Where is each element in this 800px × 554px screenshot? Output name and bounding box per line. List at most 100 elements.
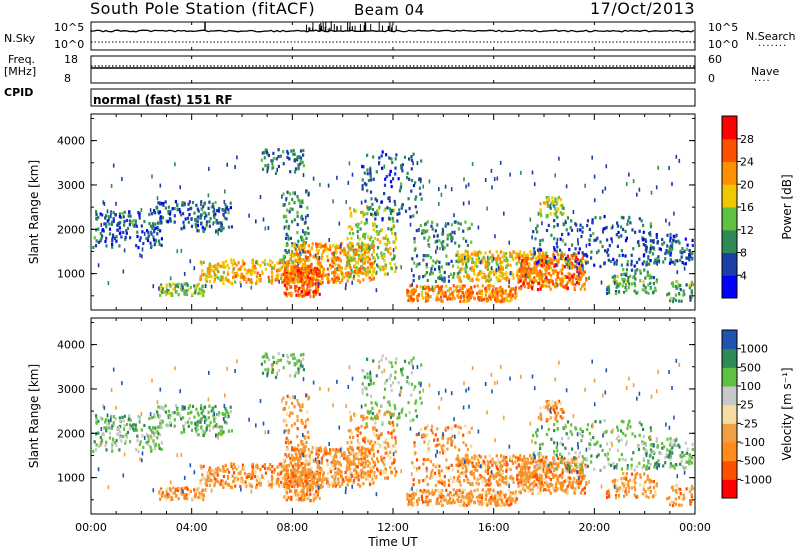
data-cell — [347, 225, 350, 229]
data-cell — [310, 273, 313, 277]
data-cell — [546, 267, 549, 271]
data-cell — [575, 253, 578, 257]
data-cell — [302, 490, 305, 494]
data-cell — [409, 222, 412, 227]
data-cell — [158, 210, 162, 214]
data-cell — [545, 284, 548, 288]
data-cell — [169, 284, 172, 288]
data-cell — [440, 265, 443, 269]
data-cell — [165, 423, 168, 427]
data-cell — [388, 199, 391, 203]
data-cell — [282, 150, 285, 154]
data-cell — [161, 202, 164, 206]
data-cell — [327, 462, 330, 466]
data-cell — [182, 428, 186, 432]
data-cell — [249, 473, 252, 477]
data-cell — [293, 356, 296, 360]
data-cell — [427, 254, 430, 258]
data-cell — [539, 283, 542, 287]
data-cell — [568, 277, 571, 281]
data-cell — [291, 277, 294, 281]
data-cell — [160, 220, 163, 224]
data-cell — [295, 293, 298, 297]
data-cell — [296, 214, 299, 218]
data-cell — [628, 282, 631, 286]
data-cell — [287, 431, 290, 435]
data-cell — [555, 241, 558, 245]
data-cell — [575, 281, 578, 285]
date-label: 17/Oct/2013 — [590, 0, 696, 18]
nsearch-tick-low: 10^0 — [708, 38, 739, 51]
data-cell — [353, 269, 356, 273]
data-cell — [561, 254, 564, 258]
data-cell — [489, 292, 492, 296]
data-cell — [307, 256, 310, 260]
data-cell — [350, 460, 353, 464]
data-cell — [613, 261, 615, 266]
data-cell — [583, 270, 586, 274]
data-cell — [536, 224, 539, 228]
data-cell — [99, 416, 102, 420]
data-cell — [549, 204, 551, 209]
data-cell — [332, 465, 335, 469]
data-cell — [314, 253, 317, 258]
data-cell — [683, 249, 686, 253]
data-cell — [387, 444, 390, 448]
data-cell — [474, 261, 477, 265]
data-cell — [419, 285, 422, 289]
data-cell — [641, 288, 644, 292]
data-cell — [464, 255, 466, 260]
data-cell — [137, 450, 140, 454]
data-cell — [462, 229, 465, 233]
data-cell — [247, 277, 250, 281]
data-cell — [431, 220, 434, 224]
data-cell — [331, 456, 334, 460]
data-cell — [539, 279, 542, 283]
data-cell — [303, 473, 306, 477]
data-cell — [473, 253, 476, 257]
data-cell — [222, 270, 225, 275]
data-cell — [289, 271, 292, 276]
data-cell — [429, 256, 432, 260]
y-axis-label: Slant Range [km] — [27, 160, 41, 264]
data-cell — [391, 435, 394, 439]
data-cell — [593, 238, 596, 242]
data-cell — [346, 279, 349, 283]
data-cell — [527, 273, 530, 277]
data-cell — [357, 270, 360, 274]
data-cell — [529, 275, 532, 279]
data-cell — [293, 458, 296, 462]
data-cell — [303, 449, 306, 453]
data-cell — [234, 274, 238, 278]
data-cell — [625, 182, 628, 186]
data-cell — [285, 447, 288, 452]
data-cell — [556, 260, 559, 264]
data-cell — [630, 253, 633, 257]
data-cell — [392, 208, 396, 212]
station-title: South Pole Station (fitACF) — [90, 0, 316, 18]
data-cell — [585, 261, 588, 265]
data-cell — [349, 478, 352, 483]
data-cell — [334, 246, 337, 250]
data-cell — [471, 257, 474, 261]
data-cell — [317, 244, 320, 249]
data-cell — [613, 274, 617, 278]
data-cell — [626, 260, 629, 264]
data-cell — [668, 261, 672, 265]
data-cell — [208, 270, 211, 274]
data-cell — [346, 243, 349, 247]
data-cell — [490, 271, 493, 275]
data-cell — [291, 197, 294, 202]
data-cell — [294, 289, 297, 293]
data-cell — [370, 235, 373, 239]
data-cell — [367, 250, 370, 254]
data-cell — [372, 244, 375, 248]
data-cell — [125, 433, 128, 437]
data-cell — [282, 366, 285, 370]
data-cell — [441, 244, 444, 248]
data-cell — [549, 212, 552, 216]
data-cell — [311, 482, 314, 486]
data-cell — [120, 235, 123, 239]
data-cell — [423, 286, 427, 291]
data-cell — [304, 463, 307, 467]
